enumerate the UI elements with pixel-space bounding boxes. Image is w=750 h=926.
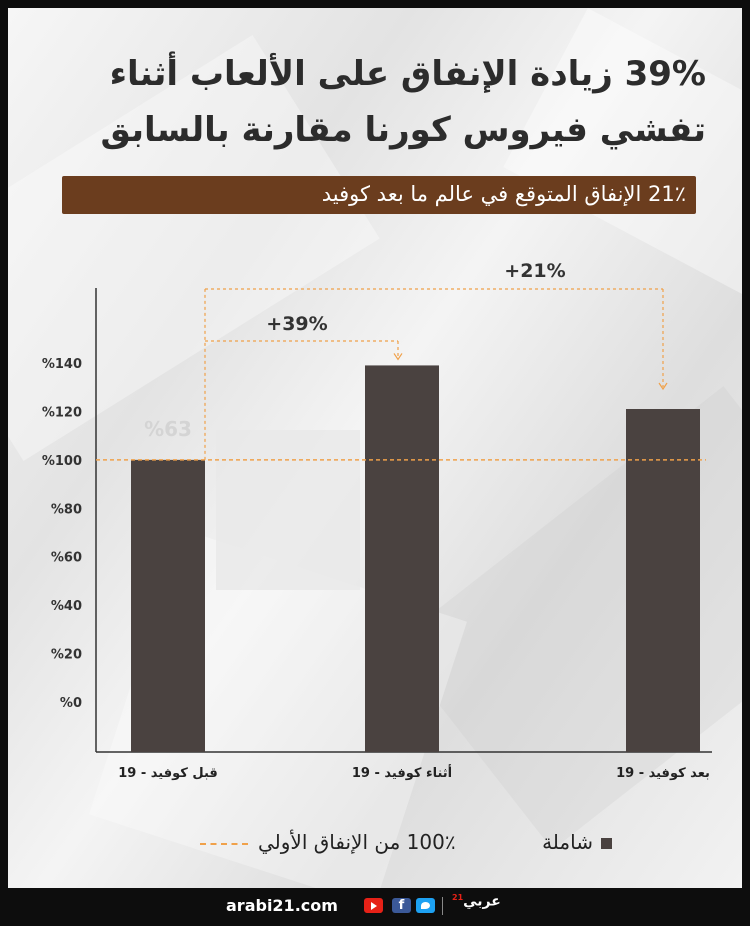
- y-tick-label: %0: [60, 696, 82, 711]
- legend-item-reference: 100٪ من الإنفاق الأولي: [200, 826, 456, 858]
- y-tick-label: %60: [51, 551, 82, 566]
- twitter-icon[interactable]: [416, 898, 435, 913]
- legend-series-label: شاملة: [542, 830, 593, 854]
- brand-sup: 21: [452, 893, 464, 902]
- annotation-arrowhead: [658, 382, 668, 391]
- footer-bar: arabi21.com f عربي21: [0, 888, 750, 926]
- annotation-label: +21%: [504, 260, 565, 282]
- legend-dash: [200, 842, 248, 845]
- background-panel: [216, 430, 360, 590]
- legend-swatch: [601, 838, 612, 849]
- x-tick-label: أثناء كوفيد - 19: [352, 764, 452, 781]
- divider: [442, 897, 443, 915]
- bar: [626, 409, 700, 752]
- bar: [365, 365, 439, 752]
- y-tick-label: %140: [42, 357, 82, 372]
- x-tick-label: قبل كوفيد - 19: [118, 766, 218, 781]
- youtube-icon[interactable]: [364, 898, 383, 913]
- chart-title: 39% زيادة الإنفاق على الألعاب أثناء تفشي…: [100, 54, 706, 150]
- legend-reference-label: 100٪ من الإنفاق الأولي: [258, 830, 456, 854]
- chart-legend: شاملة 100٪ من الإنفاق الأولي: [0, 826, 750, 866]
- x-tick-label: بعد كوفيد - 19: [616, 766, 710, 781]
- y-tick-label: %40: [51, 599, 82, 614]
- y-tick-label: %20: [51, 648, 82, 663]
- legend-item-series: شاملة: [542, 826, 612, 858]
- site-link[interactable]: arabi21.com: [226, 896, 338, 915]
- y-tick-label: %100: [42, 454, 82, 469]
- annotation-arrowhead: [393, 353, 403, 361]
- bar: [131, 459, 205, 752]
- brand-logo: عربي21: [452, 893, 501, 910]
- annotation-label: +39%: [266, 313, 327, 335]
- y-tick-label: %80: [51, 502, 82, 517]
- brand-name: عربي: [463, 893, 501, 910]
- faint-label: %63: [144, 417, 192, 441]
- facebook-icon[interactable]: f: [392, 898, 411, 913]
- subtitle-banner: 21٪ الإنفاق المتوقع في عالم ما بعد كوفيد: [62, 176, 696, 214]
- chart-subtitle: 21٪ الإنفاق المتوقع في عالم ما بعد كوفيد: [321, 182, 686, 206]
- y-tick-label: %120: [42, 405, 82, 420]
